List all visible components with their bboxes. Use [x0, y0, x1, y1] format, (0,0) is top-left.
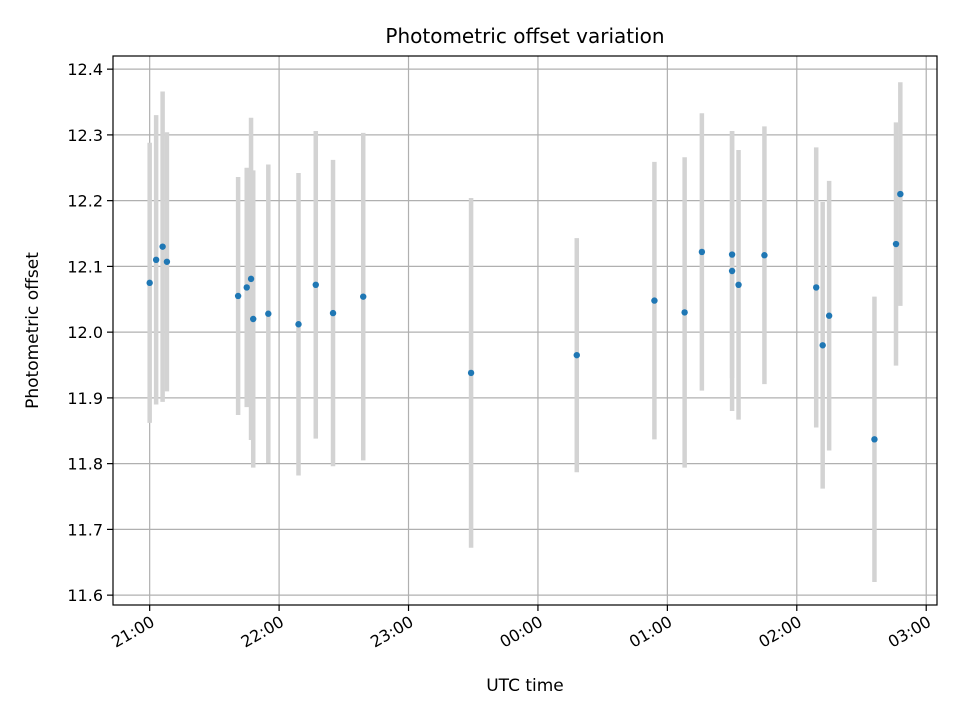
data-point	[728, 267, 736, 275]
x-axis-label: UTC time	[486, 676, 564, 696]
plot-area-frame	[112, 55, 938, 606]
data-point	[728, 251, 736, 258]
data-point	[265, 310, 272, 317]
data-point	[681, 309, 688, 316]
data-point	[146, 279, 153, 287]
data-point	[247, 275, 255, 283]
y-tick-label: 12.4	[67, 60, 103, 79]
data-point	[243, 284, 250, 291]
data-point	[159, 243, 166, 250]
chart-title: Photometric offset variation	[385, 24, 664, 48]
data-point	[651, 297, 658, 304]
y-axis-label: Photometric offset	[23, 252, 43, 409]
data-point	[329, 309, 337, 317]
data-point	[892, 240, 900, 248]
data-point	[312, 281, 319, 289]
data-point	[761, 252, 768, 259]
data-point	[152, 256, 160, 264]
y-tick-label: 11.9	[67, 389, 103, 408]
data-point	[467, 369, 475, 377]
data-point	[735, 281, 742, 289]
y-tick-label: 11.7	[67, 520, 103, 539]
data-point	[897, 190, 904, 198]
data-point	[819, 342, 826, 349]
y-tick-label: 12.1	[67, 257, 103, 276]
y-tick-label: 12.2	[67, 192, 103, 211]
data-point	[698, 248, 706, 256]
data-point	[295, 321, 302, 328]
y-tick-label: 11.6	[67, 586, 103, 605]
grid-lines	[113, 56, 937, 605]
y-tick-label: 11.8	[67, 455, 103, 474]
data-point	[163, 258, 171, 265]
data-point	[825, 312, 833, 319]
data-point	[234, 292, 242, 300]
y-tick-label: 12.0	[67, 323, 103, 342]
y-tick-label: 12.3	[67, 126, 103, 145]
data-point	[360, 293, 367, 300]
data-point	[250, 315, 257, 323]
data-point	[871, 436, 878, 443]
data-point	[573, 351, 580, 359]
data-points	[146, 190, 904, 443]
data-point	[813, 284, 820, 291]
